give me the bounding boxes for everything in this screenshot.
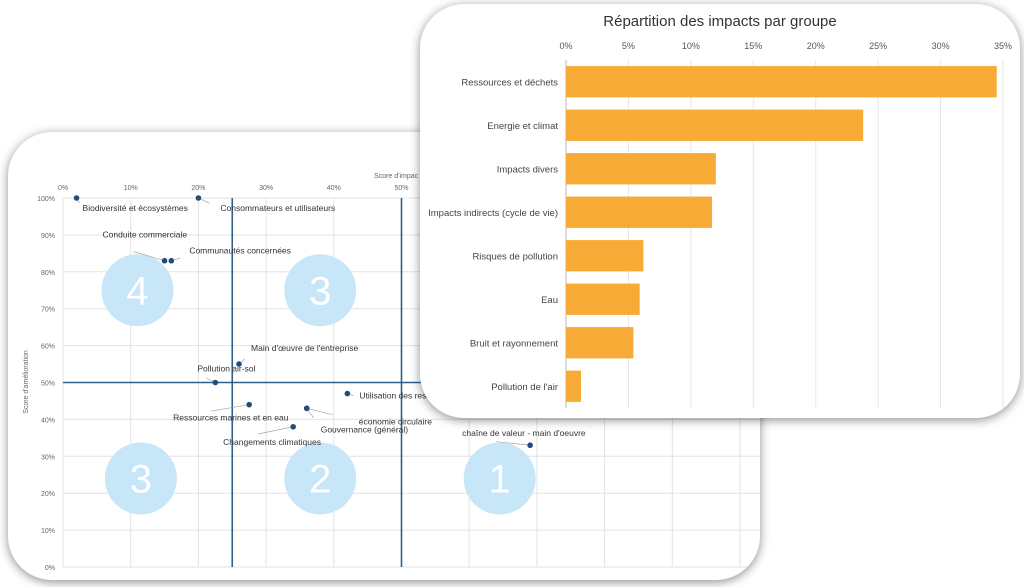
x-tick-label: 30% — [932, 41, 950, 51]
y-tick-label: 60% — [41, 344, 55, 351]
y-tick-label: 30% — [41, 454, 55, 461]
point-label: Communautés concernées — [189, 246, 291, 256]
category-label: Impacts indirects (cycle de vie) — [428, 208, 558, 219]
point-label: Biodiversité et écosystèmes — [83, 203, 188, 213]
y-tick-label: 40% — [41, 417, 55, 424]
x-tick-label: 0% — [58, 185, 68, 192]
data-point — [168, 257, 175, 264]
x-tick-label: 50% — [394, 185, 408, 192]
zone-circle — [101, 254, 174, 327]
x-tick-label: 30% — [259, 185, 273, 192]
bar — [566, 370, 581, 402]
category-label: Impacts divers — [497, 164, 558, 175]
zone-number: 1 — [489, 457, 511, 501]
zone-number: 2 — [309, 457, 331, 501]
data-point — [303, 405, 310, 412]
bar — [566, 240, 644, 272]
y-tick-label: 80% — [41, 270, 55, 277]
point-label: Ressources marines et en eau — [173, 413, 289, 423]
zone-number: 3 — [309, 269, 331, 313]
x-tick-label: 5% — [622, 41, 635, 51]
x-tick-label: 35% — [994, 41, 1012, 51]
x-tick-label: 10% — [682, 41, 700, 51]
zone-number: 4 — [126, 269, 148, 313]
point-leader-line — [211, 404, 250, 412]
point-label: Changements climatiques — [223, 437, 321, 447]
point-label: Utilisation des resso — [359, 391, 435, 401]
chart-title: Répartition des impacts par groupe — [603, 13, 836, 30]
x-axis-title: Score d'impac — [374, 173, 419, 180]
category-label: Bruit et rayonnement — [470, 338, 559, 349]
point-label: Main d'œuvre de l'entreprise — [251, 343, 358, 353]
y-tick-label: 10% — [41, 528, 55, 535]
category-label: Risques de pollution — [472, 251, 558, 262]
point-label: Gouvernance (général) — [321, 424, 409, 434]
y-tick-label: 90% — [41, 233, 55, 240]
zone-circle — [463, 442, 536, 515]
point-leader-line — [496, 441, 531, 446]
data-point — [161, 257, 168, 264]
impact-distribution-chart: Répartition des impacts par groupe 0% 5% 10… — [428, 13, 1012, 408]
bar — [566, 109, 864, 141]
point-label: Consommateurs et utilisateurs — [220, 203, 335, 213]
x-tick-label: 10% — [124, 185, 138, 192]
point-label: économie circulaire — [359, 416, 432, 426]
y-tick-label: 70% — [41, 307, 55, 314]
zone-circle — [284, 254, 357, 327]
data-point — [73, 195, 80, 201]
y-tick-label: 100% — [37, 196, 55, 203]
category-label: Eau — [541, 295, 558, 306]
y-axis-title: Score d'amélioration — [23, 350, 30, 414]
x-tick-label: 40% — [327, 185, 341, 192]
zone-circle — [284, 442, 357, 515]
bar — [566, 327, 634, 359]
x-tick-label: 20% — [191, 185, 205, 192]
zone-circle — [104, 442, 177, 515]
point-leader-line — [306, 408, 333, 416]
category-label: Energie et climat — [487, 121, 558, 132]
bar — [566, 153, 716, 185]
impact-distribution-card: Répartition des impacts par groupe 0% 5% 10… — [420, 4, 1020, 418]
y-tick-label: 0% — [45, 565, 55, 572]
category-label: Ressources et déchets — [461, 77, 558, 88]
category-label: Pollution de l'air — [491, 382, 558, 393]
bar — [566, 196, 713, 228]
point-label: Conduite commerciale — [103, 230, 188, 240]
point-leader-line — [133, 251, 165, 262]
x-tick-label: 0% — [559, 41, 572, 51]
data-point — [527, 442, 533, 449]
data-point — [212, 379, 219, 386]
data-point — [246, 401, 252, 408]
data-point — [290, 423, 296, 430]
data-point — [195, 195, 202, 201]
point-label: chaîne de valeur - main d'oeuvre — [462, 428, 586, 438]
y-tick-label: 20% — [41, 491, 55, 498]
zone-number: 3 — [130, 457, 152, 501]
x-tick-label: 15% — [744, 41, 762, 51]
data-point — [344, 390, 351, 397]
bar — [566, 66, 997, 98]
x-tick-label: 25% — [869, 41, 887, 51]
point-label: Pollution air-sol — [197, 364, 255, 374]
data-point — [236, 361, 242, 367]
x-tick-label: 20% — [807, 41, 825, 51]
y-tick-label: 50% — [41, 381, 55, 388]
point-leader-line — [258, 426, 294, 435]
bar — [566, 283, 640, 315]
